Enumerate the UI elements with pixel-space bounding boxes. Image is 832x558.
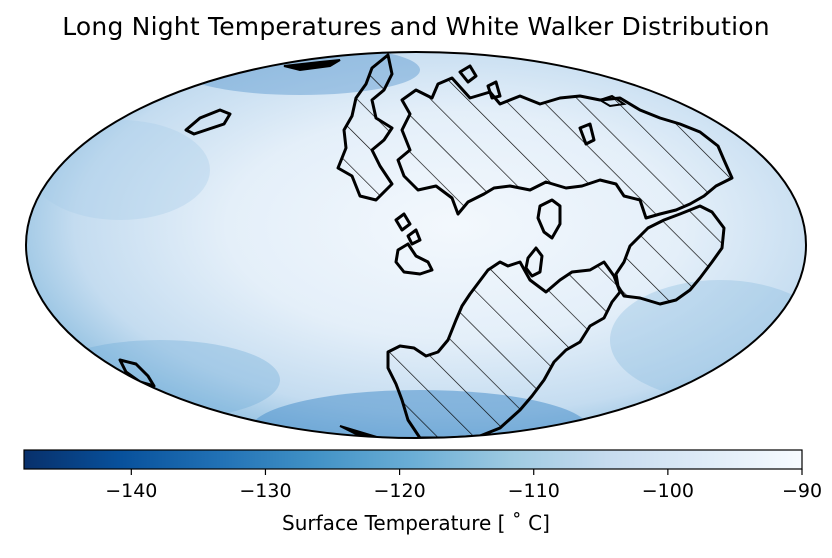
colorbar-tick-label: −100 — [642, 480, 694, 502]
island-4 — [394, 242, 434, 276]
island-5 — [394, 212, 412, 232]
island-9 — [578, 122, 596, 146]
map-panel — [25, 51, 807, 439]
eastern-landmass — [614, 204, 726, 306]
island-8 — [486, 80, 502, 100]
island-6 — [406, 228, 422, 246]
southern-continent — [386, 260, 622, 438]
colorbar-strip — [23, 449, 803, 470]
map-boundary — [25, 51, 807, 439]
colorbar-tick-label: −140 — [105, 480, 157, 502]
colorbar-tick-label: −110 — [508, 480, 560, 502]
colorbar-tick-label: −90 — [782, 480, 822, 502]
island-7 — [458, 64, 478, 84]
island-3 — [524, 246, 544, 278]
figure-title: Long Night Temperatures and White Walker… — [62, 12, 770, 41]
island-10 — [118, 358, 156, 388]
island-12 — [339, 425, 381, 438]
colorbar-ticks: −140 −130 −120 −110 −100 −90 — [105, 469, 822, 502]
colorbar-tick-label: −120 — [373, 480, 425, 502]
island-13 — [597, 94, 627, 108]
island-11 — [283, 59, 341, 72]
island-1 — [184, 108, 232, 136]
colorbar: −140 −130 −120 −110 −100 −90 — [23, 449, 822, 502]
northern-continent — [336, 53, 734, 220]
white-walker-regions — [118, 53, 734, 438]
colorbar-tick-label: −130 — [239, 480, 291, 502]
colorbar-label: Surface Temperature [ ˚ C] — [282, 511, 550, 535]
island-2 — [536, 198, 562, 240]
